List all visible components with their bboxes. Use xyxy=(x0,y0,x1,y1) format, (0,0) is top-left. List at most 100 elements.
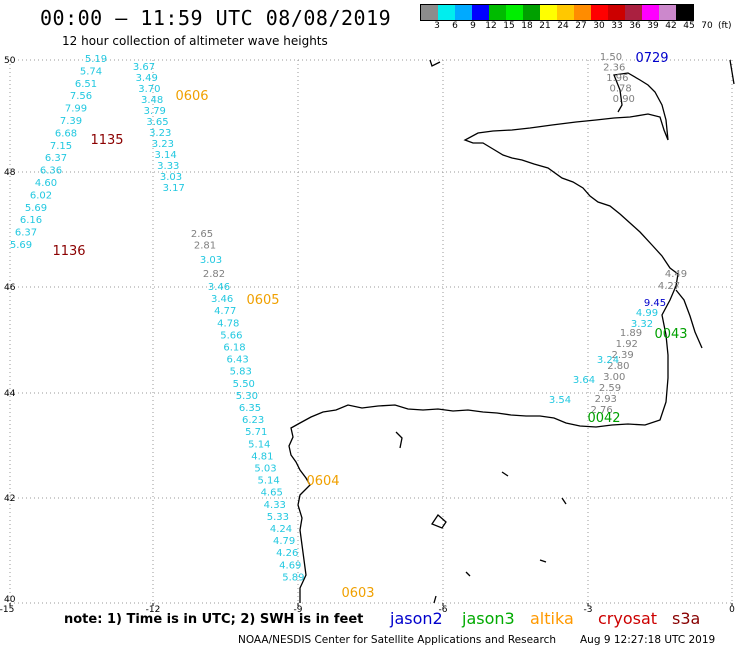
colorbar-label: 27 xyxy=(575,21,587,31)
wave-height-value: 4.26 xyxy=(276,548,298,559)
colorbar-label: 45 xyxy=(683,21,695,31)
coastline-segment xyxy=(431,514,447,529)
wave-height-value: 4.77 xyxy=(214,306,236,317)
wave-height-value: 3.79 xyxy=(144,106,166,117)
wave-height-value: 5.89 xyxy=(282,572,304,583)
wave-height-value: 3.54 xyxy=(549,395,571,406)
colorbar-label: 18 xyxy=(521,21,533,31)
wave-height-value: 4.27 xyxy=(658,281,680,292)
wave-height-value: 3.17 xyxy=(163,183,185,194)
pass-time-label: 0042 xyxy=(587,411,620,426)
wave-height-value: 6.37 xyxy=(15,228,37,239)
coastline-segment xyxy=(675,289,703,349)
pass-time-label: 0606 xyxy=(175,89,208,104)
colorbar-label: 33 xyxy=(611,21,623,31)
wave-height-value: 6.35 xyxy=(239,403,261,414)
colorbar-label: 12 xyxy=(485,21,497,31)
wave-height-value: 4.33 xyxy=(264,500,286,511)
colorbar-label: 15 xyxy=(503,21,515,31)
wave-height-value: 4.99 xyxy=(636,308,658,319)
wave-height-value: 5.74 xyxy=(80,66,102,77)
wave-height-value: 5.69 xyxy=(10,240,32,251)
timestamp: Aug 9 12:27:18 UTC 2019 xyxy=(580,634,716,646)
wave-height-value: 0.78 xyxy=(609,84,631,95)
credit-text: NOAA/NESDIS Center for Satellite Applica… xyxy=(238,634,556,646)
wave-height-value: 5.50 xyxy=(233,379,255,390)
wave-height-value: 3.00 xyxy=(603,372,625,383)
colorbar-label: 30 xyxy=(593,21,605,31)
wave-height-value: 5.19 xyxy=(85,54,107,65)
colorbar-cell xyxy=(421,5,438,20)
coastline-segment xyxy=(433,595,437,604)
lat-tick-label: 46 xyxy=(4,283,16,293)
lon-tick-label: -6 xyxy=(439,605,448,615)
colorbar-cell xyxy=(676,5,693,20)
wave-height-value: 2.36 xyxy=(603,63,625,74)
colorbar-label: 6 xyxy=(452,21,458,31)
wave-height-value: 6.37 xyxy=(45,153,67,164)
legend-altika: altika xyxy=(530,609,574,628)
coastline xyxy=(288,59,735,604)
wave-height-value: 4.69 xyxy=(279,560,301,571)
colorbar-cell xyxy=(540,5,557,20)
legend-cryosat: cryosat xyxy=(598,609,658,628)
wave-height-value: 2.59 xyxy=(599,383,621,394)
lat-tick-label: 44 xyxy=(4,389,16,399)
wave-height-value: 3.14 xyxy=(154,150,176,161)
axis-ticks: -15 -12 -9 -6 -3 0 40 42 44 46 48 50 xyxy=(0,56,735,615)
lat-tick-label: 50 xyxy=(4,56,16,66)
pass-time-label: 0043 xyxy=(654,327,687,342)
wave-height-value: 5.83 xyxy=(230,367,252,378)
coastline-segment xyxy=(501,471,509,477)
colorbar-cell xyxy=(506,5,523,20)
wave-height-value: 1.92 xyxy=(616,339,638,350)
colorbar-cell xyxy=(574,5,591,20)
map-grid xyxy=(9,59,733,604)
lon-tick-label: 0 xyxy=(729,605,735,615)
wave-height-value: 4.81 xyxy=(251,451,273,462)
wave-height-value: 4.79 xyxy=(273,536,295,547)
wave-height-value: 5.66 xyxy=(220,330,242,341)
wave-height-value: 4.49 xyxy=(665,269,687,280)
wave-height-value: 0.90 xyxy=(613,94,635,105)
wave-height-value: 5.14 xyxy=(257,476,279,487)
lat-tick-label: 40 xyxy=(4,595,16,605)
wave-height-value: 1.50 xyxy=(600,52,622,63)
wave-height-value: 5.03 xyxy=(254,464,276,475)
colorbar-label: 70 xyxy=(701,21,713,31)
wave-height-value: 3.03 xyxy=(160,172,182,183)
wave-height-value: 2.80 xyxy=(607,361,629,372)
colorbar-cell xyxy=(625,5,642,20)
wave-height-value: 3.49 xyxy=(136,73,158,84)
wave-height-value: 4.78 xyxy=(217,318,239,329)
wave-height-value: 3.23 xyxy=(149,128,171,139)
coastline-segment xyxy=(395,431,403,449)
legend-jason2: jason2 xyxy=(390,609,443,628)
wave-height-value: 3.67 xyxy=(133,62,155,73)
wave-height-value: 3.46 xyxy=(211,294,233,305)
pass-time-label: 1135 xyxy=(90,133,123,148)
wave-height-value: 2.39 xyxy=(611,350,633,361)
wave-height-value: 7.99 xyxy=(65,104,87,115)
colorbar-unit: (ft) xyxy=(718,21,732,31)
coastline-segment xyxy=(729,59,735,85)
legend-jason3: jason3 xyxy=(462,609,515,628)
wave-height-value: 9.45 xyxy=(644,298,666,309)
lon-tick-label: -9 xyxy=(294,605,303,615)
lat-tick-label: 48 xyxy=(4,168,16,178)
wave-height-value: 2.76 xyxy=(590,405,612,416)
lon-tick-label: -3 xyxy=(584,605,593,615)
colorbar-cell xyxy=(489,5,506,20)
wave-height-value: 2.93 xyxy=(595,394,617,405)
colorbar-cell xyxy=(472,5,489,20)
colorbar-label: 9 xyxy=(470,21,476,31)
wave-height-value: 5.14 xyxy=(248,439,270,450)
coastline-segment xyxy=(288,72,679,603)
wave-height-value: 2.81 xyxy=(194,241,216,252)
colorbar-cell xyxy=(557,5,574,20)
wave-height-value: 6.16 xyxy=(20,215,42,226)
coastline-segment xyxy=(561,497,567,505)
colorbar-cell xyxy=(523,5,540,20)
coastline-segment xyxy=(465,571,471,577)
wave-height-value: 5.33 xyxy=(267,512,289,523)
